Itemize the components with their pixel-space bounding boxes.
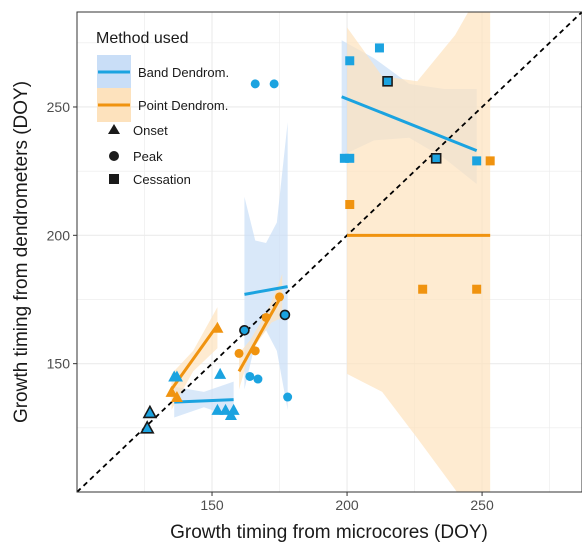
band-cessation-marker: [374, 43, 384, 53]
confidence-ribbons: [171, 12, 491, 492]
legend-triangle-icon: [108, 124, 120, 134]
band-peak-marker: [239, 324, 250, 336]
data-points: [139, 43, 495, 434]
plot-border: [76, 11, 582, 493]
legend-label-point: Point Dendrom.: [138, 98, 228, 113]
band-cessation-marker: [339, 153, 349, 163]
band-onset-marker: [142, 404, 158, 419]
confidence-ribbon: [347, 12, 491, 492]
band-onset-marker: [214, 367, 227, 379]
band-peak-marker: [245, 371, 255, 381]
point-peak-marker: [250, 346, 260, 356]
x-tick-label: 200: [335, 497, 359, 513]
point-cessation-marker: [472, 284, 482, 294]
point-peak-marker: [234, 348, 244, 358]
band-onset-marker: [211, 403, 224, 415]
legend-title: Method used: [96, 30, 189, 47]
y-axis-title: Growth timing from dendrometers (DOY): [11, 81, 32, 423]
legend-square-icon: [109, 174, 119, 184]
band-cessation-marker: [345, 153, 355, 163]
fit-line: [237, 293, 284, 373]
point-peak-marker: [275, 292, 285, 302]
legend: Method used Band Dendrom. Point Dendrom.…: [96, 30, 229, 187]
point-onset-marker: [165, 385, 178, 397]
x-axis-title: Growth timing from microcores (DOY): [170, 522, 488, 543]
fit-line: [341, 95, 478, 153]
legend-label-band: Band Dendrom.: [138, 65, 229, 80]
y-tick-label: 250: [47, 99, 71, 115]
fit-line: [244, 285, 288, 296]
band-onset-marker: [170, 370, 183, 382]
legend-label-onset: Onset: [133, 123, 168, 138]
point-cessation-marker: [418, 284, 428, 294]
band-cessation-marker: [430, 153, 442, 164]
y-tick-label: 200: [47, 227, 71, 243]
band-peak-marker: [250, 79, 260, 89]
band-onset-marker: [219, 403, 232, 415]
axis-ticks: 150 200 250 150 200 250: [47, 99, 494, 513]
point-cessation-marker: [485, 156, 495, 166]
x-tick-label: 150: [200, 497, 224, 513]
band-peak-marker: [253, 374, 263, 384]
band-cessation-marker: [472, 156, 482, 166]
y-tick-label: 150: [47, 356, 71, 372]
point-peak-marker: [261, 312, 271, 322]
one-to-one-reference-line: [77, 12, 582, 492]
band-peak-marker: [283, 392, 293, 402]
band-cessation-marker: [345, 56, 355, 66]
point-onset-marker: [170, 391, 183, 403]
point-cessation-marker: [345, 200, 355, 210]
band-onset-marker: [227, 403, 240, 415]
legend-label-cessation: Cessation: [133, 172, 191, 187]
fit-line: [174, 398, 234, 404]
legend-circle-icon: [109, 151, 119, 161]
band-onset-marker: [139, 420, 155, 434]
plot-panel: [77, 12, 582, 492]
x-tick-label: 250: [470, 497, 494, 513]
point-onset-marker: [211, 321, 224, 333]
band-cessation-marker: [382, 76, 393, 87]
band-peak-marker: [279, 309, 291, 321]
legend-label-peak: Peak: [133, 149, 163, 164]
band-peak-marker: [269, 79, 279, 89]
